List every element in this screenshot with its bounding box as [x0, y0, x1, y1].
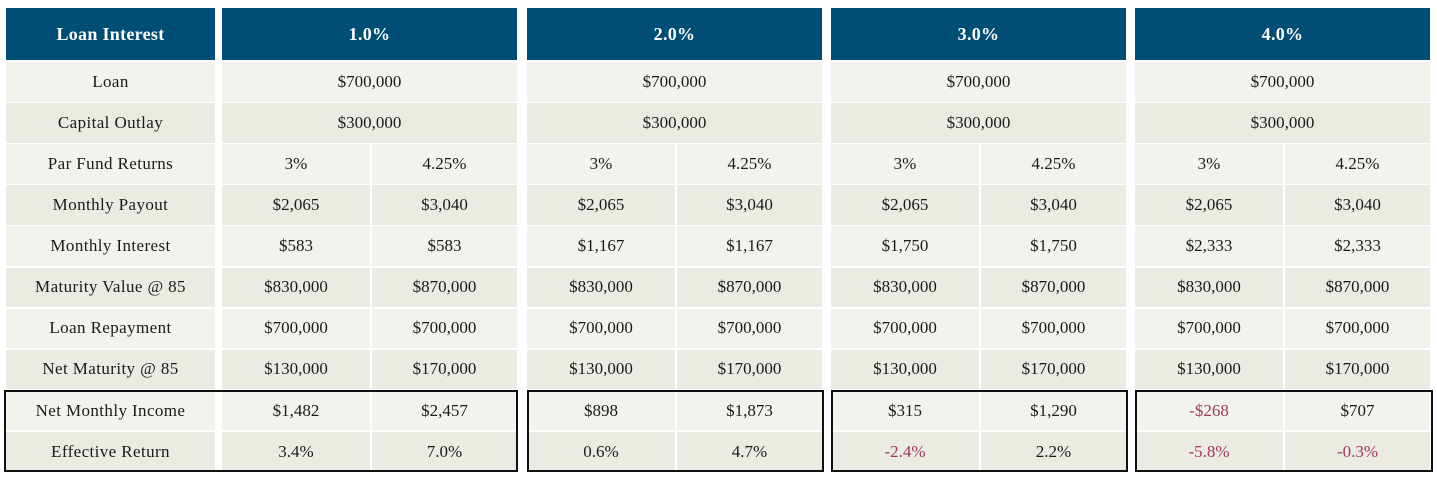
table-cell: $1,750	[831, 226, 979, 266]
row-label: Capital Outlay	[6, 103, 215, 143]
row-label: Par Fund Returns	[6, 144, 215, 184]
table-cell: 3%	[831, 144, 979, 184]
table-cell: $315	[831, 390, 979, 431]
table-cell: $2,457	[372, 390, 517, 431]
table-cell: $700,000	[981, 308, 1126, 349]
table-cell: $700,000	[372, 308, 517, 349]
row-label: Maturity Value @ 85	[6, 267, 215, 307]
table-cell: 4.25%	[372, 144, 517, 184]
table-cell: 4.25%	[1285, 144, 1430, 184]
row-label: Loan Repayment	[6, 308, 215, 349]
table-cell: 4.25%	[677, 144, 822, 184]
table-cell: 3%	[527, 144, 675, 184]
table-cell: -5.8%	[1135, 431, 1283, 472]
header-rate: 2.0%	[527, 8, 822, 60]
table-cell: $1,167	[527, 226, 675, 266]
table-cell: $700,000	[527, 308, 675, 349]
table-cell: $707	[1285, 390, 1430, 431]
table-cell: $1,482	[222, 390, 370, 431]
table-cell: 4.25%	[981, 144, 1126, 184]
header-rate: 4.0%	[1135, 8, 1430, 60]
row-label: Effective Return	[6, 431, 215, 472]
table-cell: $300,000	[831, 103, 1126, 143]
header-loan-interest: Loan Interest	[6, 8, 215, 60]
table-cell: $830,000	[831, 267, 979, 307]
table-cell: $3,040	[372, 185, 517, 225]
table-cell: $3,040	[677, 185, 822, 225]
table-cell: $700,000	[1285, 308, 1430, 349]
table-cell: $3,040	[981, 185, 1126, 225]
row-label: Loan	[6, 62, 215, 102]
table-cell: $870,000	[677, 267, 822, 307]
table-cell: $300,000	[222, 103, 517, 143]
table-cell: -0.3%	[1285, 431, 1430, 472]
table-cell: $300,000	[1135, 103, 1430, 143]
table-cell: $170,000	[981, 349, 1126, 390]
row-label: Monthly Payout	[6, 185, 215, 225]
table-cell: $130,000	[527, 349, 675, 390]
table-cell: $2,333	[1135, 226, 1283, 266]
table-cell: $2,065	[831, 185, 979, 225]
table-cell: $1,290	[981, 390, 1126, 431]
table-cell: $1,167	[677, 226, 822, 266]
table-cell: $170,000	[677, 349, 822, 390]
table-cell: $700,000	[222, 308, 370, 349]
header-rate: 1.0%	[222, 8, 517, 60]
table-cell: $2,333	[1285, 226, 1430, 266]
table-cell: $2,065	[222, 185, 370, 225]
table-cell: $2,065	[527, 185, 675, 225]
table-cell: $583	[222, 226, 370, 266]
table-cell: $898	[527, 390, 675, 431]
table-cell: 3%	[222, 144, 370, 184]
row-label: Monthly Interest	[6, 226, 215, 266]
table-cell: $870,000	[1285, 267, 1430, 307]
table-cell: $870,000	[372, 267, 517, 307]
table-cell: $700,000	[831, 62, 1126, 102]
table-cell: $700,000	[831, 308, 979, 349]
table-cell: 4.7%	[677, 431, 822, 472]
table-cell: $130,000	[222, 349, 370, 390]
table-cell: $700,000	[527, 62, 822, 102]
table-cell: $700,000	[1135, 308, 1283, 349]
header-rate: 3.0%	[831, 8, 1126, 60]
table-cell: $170,000	[1285, 349, 1430, 390]
table-cell: $830,000	[527, 267, 675, 307]
table-cell: $1,873	[677, 390, 822, 431]
table-cell: $700,000	[222, 62, 517, 102]
table-cell: -$268	[1135, 390, 1283, 431]
table-cell: $870,000	[981, 267, 1126, 307]
row-label: Net Monthly Income	[6, 390, 215, 431]
table-cell: 0.6%	[527, 431, 675, 472]
table-cell: $583	[372, 226, 517, 266]
table-cell: 3%	[1135, 144, 1283, 184]
table-cell: $300,000	[527, 103, 822, 143]
table-cell: $130,000	[831, 349, 979, 390]
table-cell: $3,040	[1285, 185, 1430, 225]
table-cell: 2.2%	[981, 431, 1126, 472]
table-cell: $2,065	[1135, 185, 1283, 225]
table-cell: $700,000	[1135, 62, 1430, 102]
table-cell: $830,000	[1135, 267, 1283, 307]
row-label: Net Maturity @ 85	[6, 349, 215, 390]
table-cell: -2.4%	[831, 431, 979, 472]
table-cell: $830,000	[222, 267, 370, 307]
table-cell: $1,750	[981, 226, 1126, 266]
table-cell: 7.0%	[372, 431, 517, 472]
table-cell: $700,000	[677, 308, 822, 349]
table-cell: $130,000	[1135, 349, 1283, 390]
table-cell: $170,000	[372, 349, 517, 390]
table-cell: 3.4%	[222, 431, 370, 472]
